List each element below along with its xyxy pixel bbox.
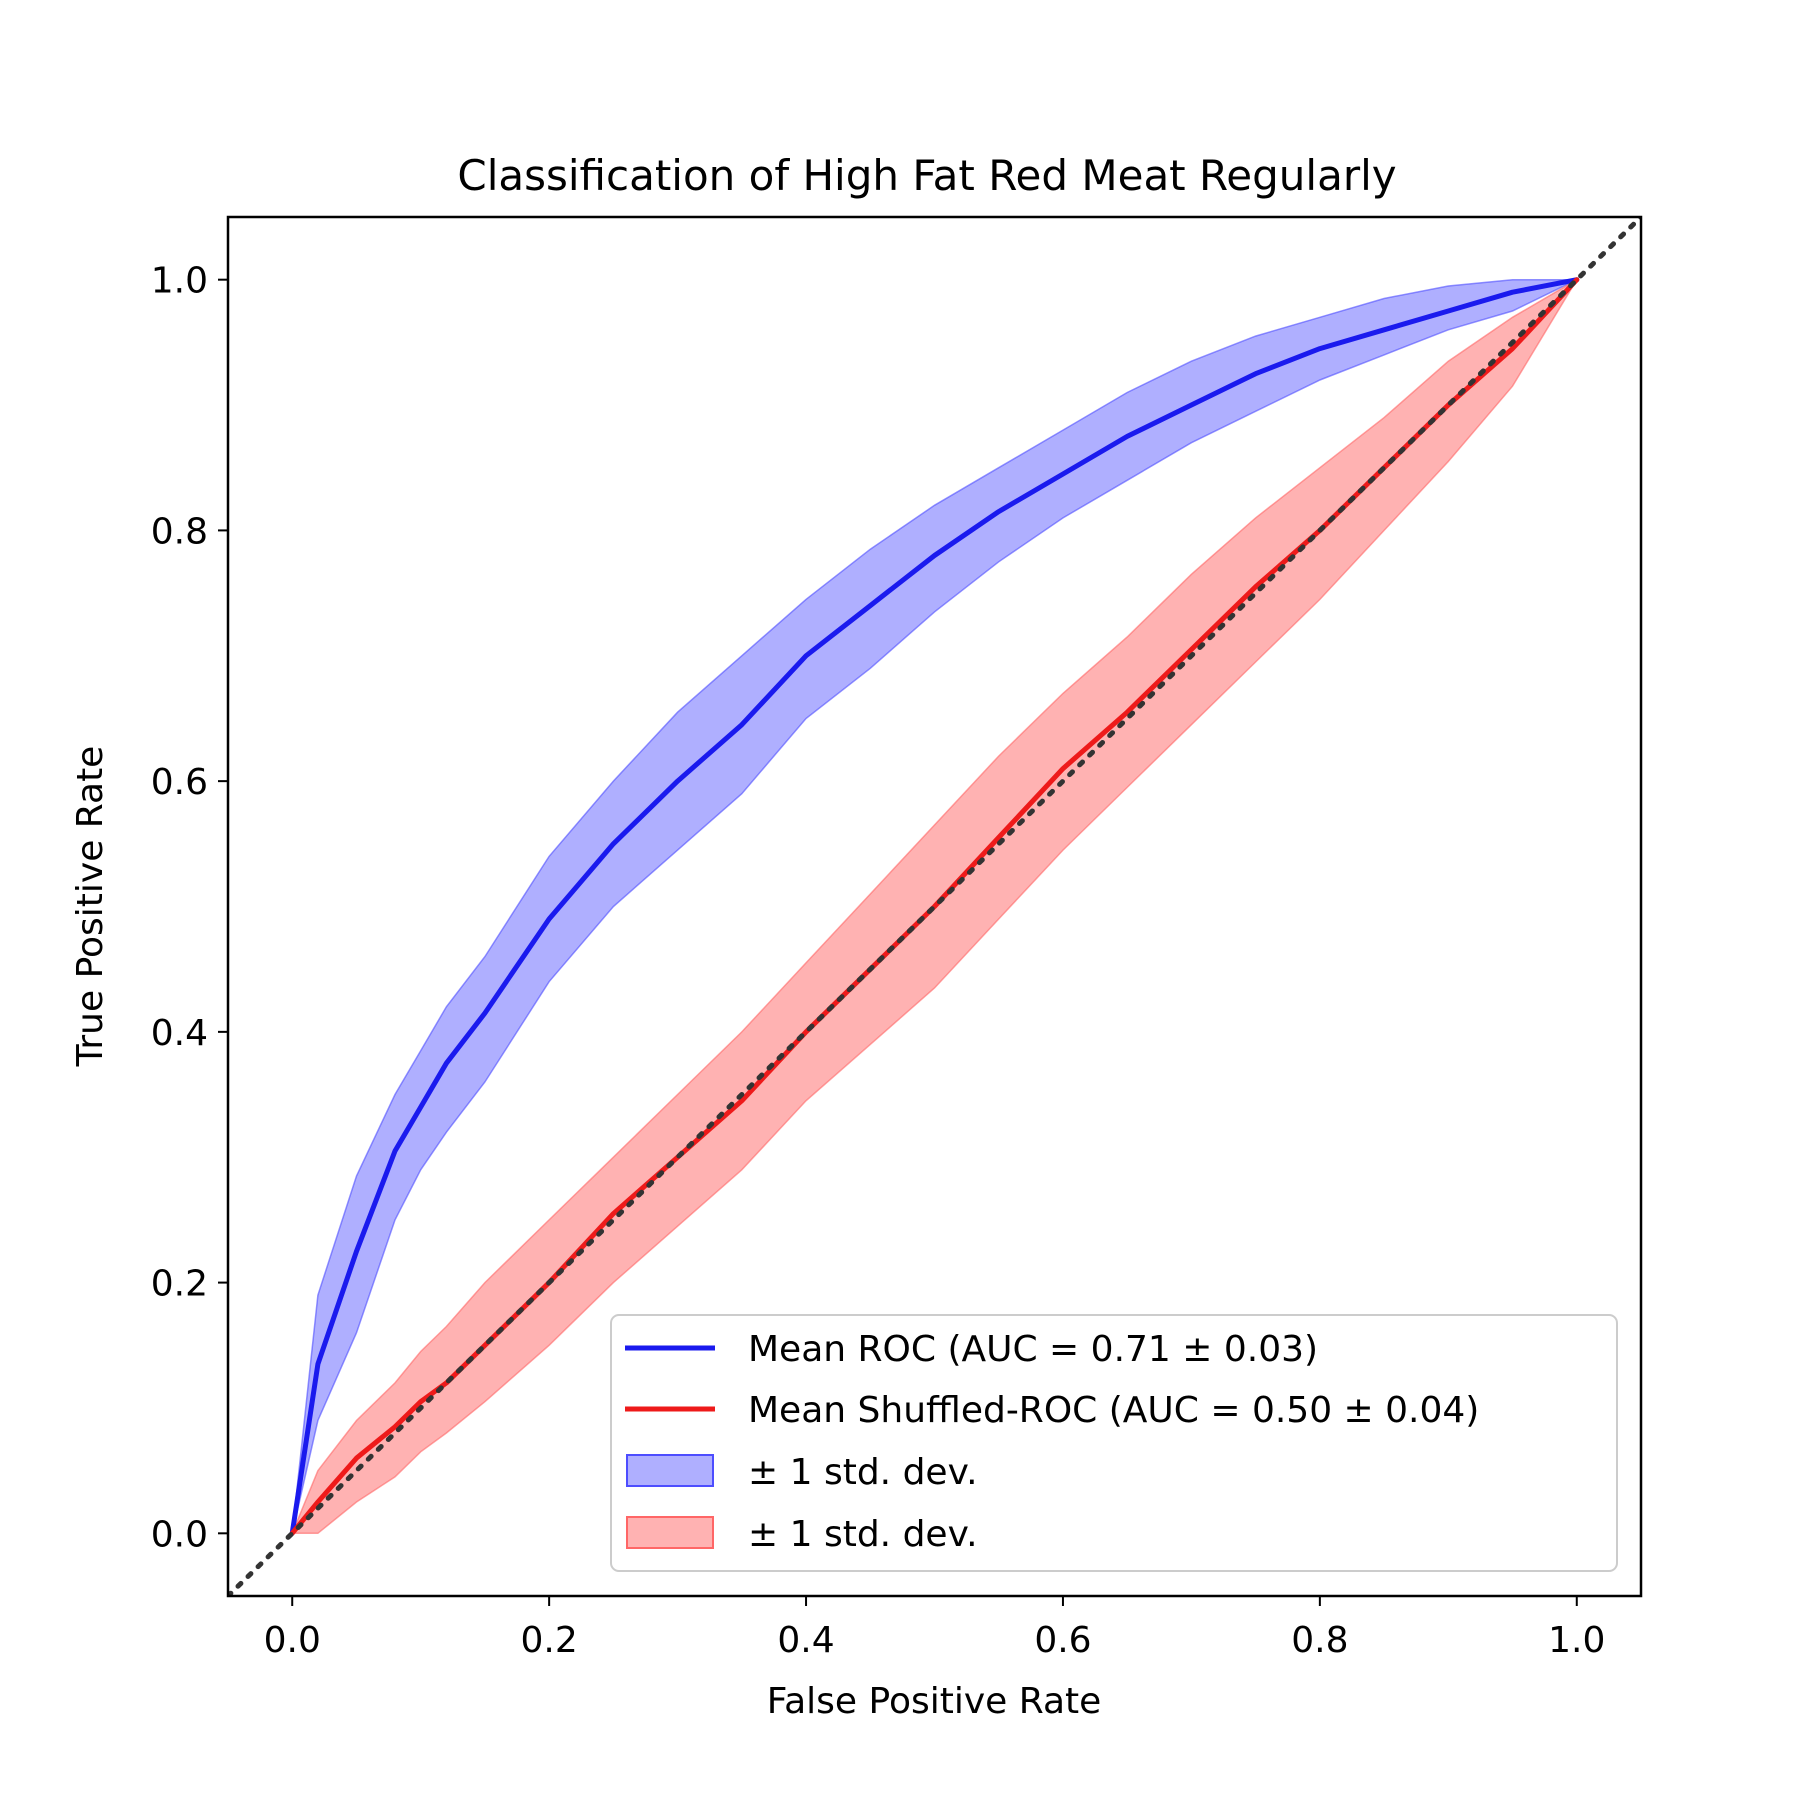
y-tick-label: 0.2 [151, 1264, 208, 1305]
legend-label-mean-roc: Mean ROC (AUC = 0.71 ± 0.03) [748, 1329, 1318, 1370]
plot-frame [226, 215, 1643, 1598]
legend-swatch-blue-band [626, 1454, 714, 1487]
legend-swatch-red-band [626, 1516, 714, 1549]
x-tick-label: 1.0 [1548, 1620, 1605, 1661]
y-tick-label: 0.4 [151, 1013, 208, 1054]
legend-label-blue-band: ± 1 std. dev. [748, 1452, 978, 1493]
y-tick-label: 0.0 [151, 1514, 208, 1555]
y-tick-label: 0.8 [151, 511, 208, 552]
legend-label-red-band: ± 1 std. dev. [748, 1514, 978, 1555]
y-tick-label: 1.0 [151, 261, 208, 302]
legend-frame [610, 1314, 1618, 1572]
legend: Mean ROC (AUC = 0.71 ± 0.03) Mean Shuffl… [610, 1314, 1618, 1572]
plot-area [228, 217, 1641, 1596]
x-tick-label: 0.4 [777, 1620, 834, 1661]
y-axis-label: True Positive Rate [70, 746, 111, 1068]
x-tick-label: 0.6 [1034, 1620, 1091, 1661]
x-axis-label: False Positive Rate [767, 1681, 1102, 1722]
axes: 0.0 0.2 0.4 0.6 0.8 1.0 0.0 0.2 0.4 0.6 0.8 1.0 [151, 215, 1643, 1661]
y-tick-label: 0.6 [151, 762, 208, 803]
chart-title: Classification of High Fat Red Meat Regu… [457, 151, 1396, 200]
x-tick-label: 0.0 [264, 1620, 321, 1661]
series-line-mean-roc [289, 277, 1580, 1536]
x-tick-label: 0.8 [1291, 1620, 1348, 1661]
x-tick-label: 0.2 [521, 1620, 578, 1661]
legend-label-shuffled-roc: Mean Shuffled-ROC (AUC = 0.50 ± 0.04) [748, 1390, 1479, 1431]
